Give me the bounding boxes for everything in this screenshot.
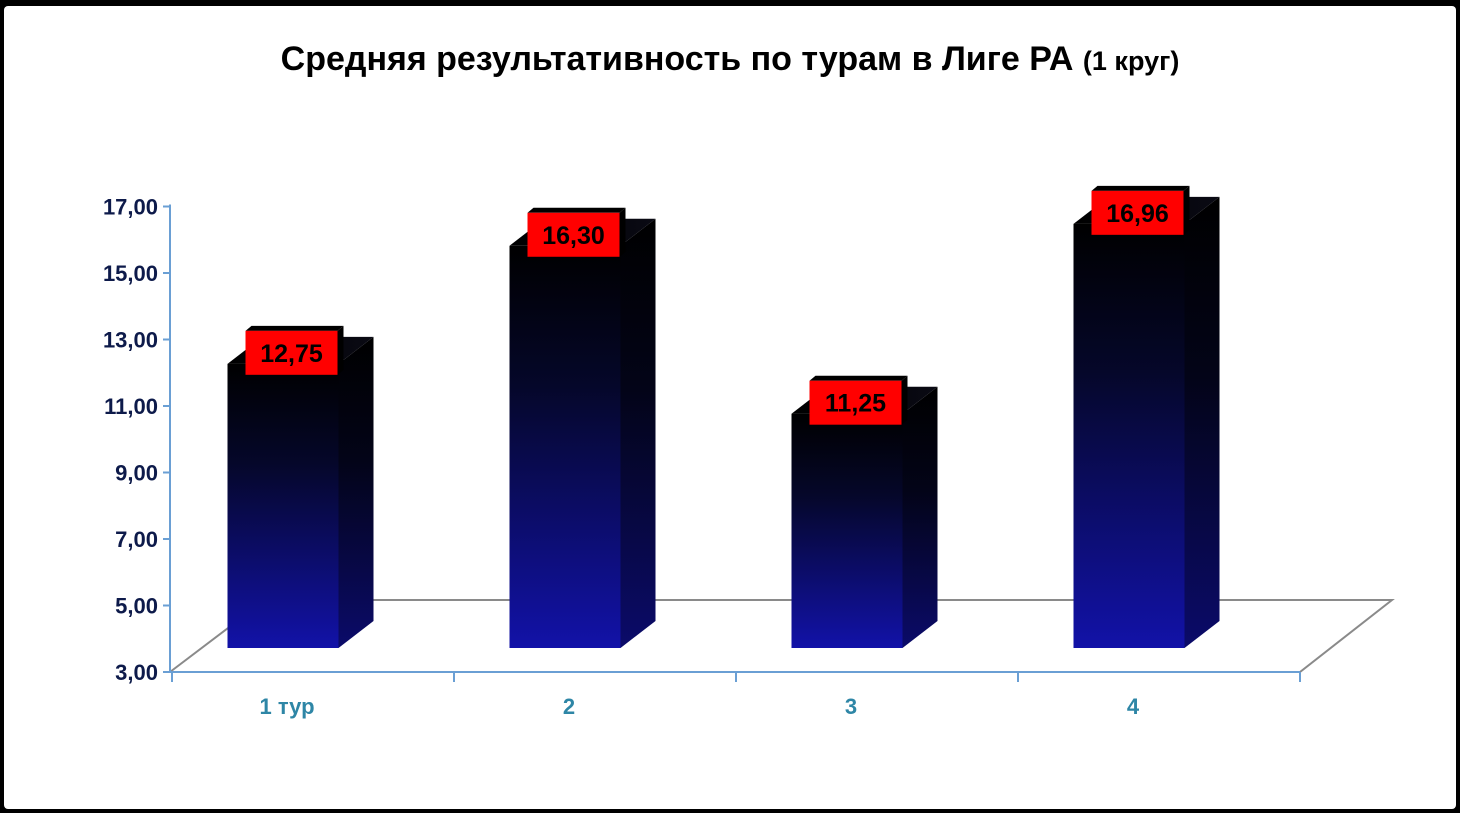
chart-title-text: Средняя результативность по турам в Лиге…	[280, 40, 1074, 78]
data-label-box	[1091, 190, 1184, 235]
data-label-side	[1183, 185, 1190, 235]
bar-front	[1073, 223, 1185, 648]
data-label-side	[901, 375, 908, 425]
y-tick-label: 5,00	[115, 594, 158, 619]
data-label: 12,75	[245, 325, 344, 375]
bar-side	[902, 386, 938, 648]
data-label-top	[245, 325, 344, 331]
chart-title: Средняя результативность по турам в Лиге…	[4, 40, 1456, 79]
data-label-text: 16,96	[1106, 200, 1169, 228]
bar-front	[509, 245, 621, 648]
y-tick-label: 13,00	[103, 328, 158, 353]
data-label-box	[527, 212, 620, 257]
y-tick-label: 17,00	[103, 195, 158, 220]
data-label-box	[245, 330, 338, 375]
y-tick-label: 15,00	[103, 261, 158, 286]
bar-side	[620, 218, 656, 648]
data-label-side	[337, 325, 344, 375]
x-tick-label: 3	[845, 694, 857, 719]
y-tick-label: 7,00	[115, 527, 158, 552]
y-tick-label: 3,00	[115, 660, 158, 685]
y-tick-label: 11,00	[104, 394, 158, 419]
data-label-top	[809, 375, 908, 381]
data-label-top	[527, 207, 626, 213]
bar-side	[338, 336, 374, 648]
bar	[227, 336, 374, 648]
bar	[1073, 196, 1220, 648]
data-label-side	[619, 207, 626, 257]
bar-side	[1184, 196, 1220, 648]
x-tick-label: 1 тур	[259, 694, 314, 719]
data-label: 16,30	[527, 207, 626, 257]
data-label-text: 12,75	[260, 340, 323, 368]
data-label-text: 11,25	[825, 390, 886, 418]
chart-bars	[227, 196, 1220, 648]
data-label-box	[809, 380, 902, 425]
x-tick-label: 4	[1127, 694, 1140, 719]
data-label: 16,96	[1091, 185, 1190, 235]
bar	[509, 218, 656, 648]
y-tick-label: 9,00	[115, 461, 158, 486]
x-tick-label: 2	[563, 694, 575, 719]
data-label: 11,25	[809, 375, 908, 425]
bar	[791, 386, 938, 648]
data-label-top	[1091, 185, 1190, 191]
data-label-text: 16,30	[542, 222, 605, 250]
bar-front	[227, 363, 339, 648]
chart-subtitle: (1 круг)	[1082, 46, 1180, 76]
chart-axes: 3,00 5,00 7,00 9,00 11,00 13,00 15,00 17,00 1 ту…	[103, 195, 1301, 719]
bar-front	[791, 413, 903, 648]
chart-data-labels: 12,75 16,30 11,25 16,96	[245, 185, 1190, 425]
